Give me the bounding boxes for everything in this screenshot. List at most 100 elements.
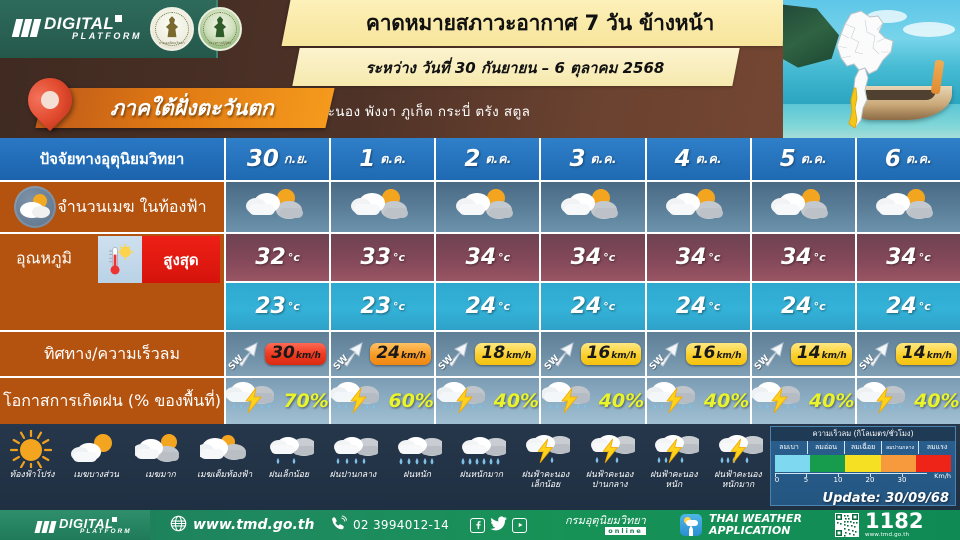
wind-cell: SW 18 km/h <box>436 332 542 378</box>
wind-speed-chip: 18 km/h <box>475 343 537 365</box>
table-header-row: ปัจจัยทางอุตุนิยมวิทยา 30 ก.ย. 1 ต.ค. 2 ต.ค… <box>0 138 960 182</box>
wind-arrow-icon: SW <box>858 337 894 372</box>
wind-scale-unit: Km/h <box>934 472 951 480</box>
sunny-icon <box>7 429 57 469</box>
temp-min-cell: 24 °c <box>646 283 752 332</box>
partly-cloudy-icon <box>451 184 525 231</box>
wind-speed-chip: 14 km/h <box>896 343 957 365</box>
map-pin-icon <box>18 68 82 134</box>
legend-item: เมฆมาก <box>128 426 192 508</box>
wind-cell: SW 24 km/h <box>331 332 437 378</box>
ministry-seal-caption: กระทรวงดิจิทัล <box>208 41 232 45</box>
temp-max-cell: 34 °c <box>541 234 647 283</box>
thunderstorm-icon <box>436 378 491 424</box>
rain-percent: 70% <box>283 390 329 412</box>
wind-arrow-icon: SW <box>648 337 684 372</box>
wind-scale-axis: 0 5 10 20 30 Km/h <box>774 472 951 484</box>
footer-tmd-online-l2: online <box>605 526 646 535</box>
wind-scale-label: ลมแรง <box>926 443 948 451</box>
temp-min-cell: 24 °c <box>751 283 857 332</box>
very-heavy-thunder-icon <box>713 429 763 469</box>
wind-arrow-icon: SW <box>437 337 473 372</box>
partly-cloudy-icon <box>556 184 630 231</box>
thailand-map-icon <box>821 8 901 132</box>
wind-scale-label: ลมเบา <box>771 441 808 454</box>
legend-item: ฝนฟ้าคะนอง หนักมาก <box>706 426 770 508</box>
wind-row: ทิศทาง/ความเร็วลม SW 30 km/h <box>0 332 960 378</box>
wind-scale-label: ลมปานกลาง <box>882 441 919 454</box>
mostly-cloudy-icon <box>135 429 185 469</box>
wind-scale-swatch <box>880 455 916 472</box>
facebook-icon[interactable] <box>470 517 485 533</box>
wind-arrow-icon: SW <box>753 337 789 372</box>
ministry-seal-icon: กระทรวงดิจิทัล <box>198 7 242 51</box>
footer-website[interactable]: www.tmd.go.th <box>170 510 314 540</box>
province-list: ระนอง พังงา ภูเก็ต กระบี่ ตรัง สตูล <box>320 104 531 120</box>
temp-max-cell: 34 °c <box>646 234 752 283</box>
cloud-cell <box>436 182 542 234</box>
hot-thermometer-icon <box>98 236 142 283</box>
temp-min-cell: 24 °c <box>436 283 542 332</box>
rain-percent: 40% <box>493 390 540 412</box>
footer-app[interactable]: THAI WEATHER APPLICATION <box>680 510 802 540</box>
footer-tmd-online[interactable]: กรมอุตุนิยมวิทยา online <box>565 510 646 540</box>
legend-items: ท้องฟ้าโปร่ง เมฆบางส่วน เมฆมาก เมฆเต็มท้… <box>0 426 770 508</box>
wind-scale-label: ลมอ่อน <box>808 441 845 454</box>
hotline-number: 1182 <box>865 509 924 534</box>
wind-row-text: ทิศทาง/ความเร็วลม <box>43 343 181 363</box>
youtube-icon[interactable] <box>512 517 527 533</box>
cloud-row-text: จำนวนเมฆ ในท้องฟ้า <box>57 196 207 216</box>
temp-max-cell: 33 °c <box>331 234 437 283</box>
partly-cloudy-icon <box>241 184 315 231</box>
footer-website-text: www.tmd.go.th <box>193 517 315 533</box>
legend-item: ฝนปานกลาง <box>321 426 385 508</box>
wind-scale-swatch <box>810 455 846 472</box>
logo-square-icon <box>115 15 122 22</box>
legend-item: ฝนหนักมาก <box>449 426 513 508</box>
wind-speed-chip: 24 km/h <box>370 343 432 365</box>
heavy-rain-icon <box>392 429 443 469</box>
legend-item: ฝนฟ้าคะนอง ปานกลาง <box>578 426 642 508</box>
partly-cloudy-icon <box>766 184 840 231</box>
logo-square-icon <box>112 517 117 522</box>
rain-row-label: โอกาสการเกิดฝน (% ของพื้นที่) <box>0 378 226 424</box>
footer-app-l2: APPLICATION <box>709 524 791 537</box>
hero-image <box>783 0 960 138</box>
footer-logo-wordmark: DIGITAL <box>59 516 114 531</box>
temp-min-row: 23 °c 23 °c 24 °c 24 °c 24 °c 24 °c 24 °c <box>0 283 960 332</box>
rain-cell: 60% <box>331 378 437 424</box>
temp-max-cell: 34 °c <box>856 234 960 283</box>
moderate-thunder-icon <box>585 429 635 469</box>
cloud-cell <box>541 182 647 234</box>
wind-scale-swatch <box>775 455 811 472</box>
logo-bars-icon <box>34 521 57 533</box>
twitter-icon[interactable] <box>490 515 507 535</box>
footer-hotline: 1182 www.tmd.go.th <box>835 510 923 540</box>
temp-row-label-spacer <box>0 283 226 332</box>
wind-scale-label: ลมเฉื่อย <box>845 441 882 454</box>
wind-arrow-icon: SW <box>542 337 579 372</box>
thunderstorm-icon <box>646 378 701 424</box>
rain-percent: 40% <box>703 390 750 412</box>
legend-item: เมฆเต็มท้องฟ้า <box>193 426 257 508</box>
wind-speed-chip: 30 km/h <box>265 343 326 365</box>
footer-digital-platform-logo: DIGITAL PLATFORM <box>34 516 156 536</box>
date-range: ระหว่าง วันที่ 30 กันยายน – 6 ตุลาคม 256… <box>365 59 665 77</box>
phone-icon <box>330 515 347 535</box>
rain-row: โอกาสการเกิดฝน (% ของพื้นที่) 70% 60% 40… <box>0 378 960 424</box>
wind-speed-chip: 16 km/h <box>580 343 642 365</box>
footer-phone-text: 02 3994012-14 <box>353 518 450 532</box>
wind-cell: SW 30 km/h <box>226 332 332 378</box>
cloud-cell <box>751 182 857 234</box>
temp-min-cell: 24 °c <box>541 283 647 332</box>
thunderstorm-icon <box>751 378 806 424</box>
moderate-rain-icon <box>328 429 378 469</box>
thunderstorm-icon <box>541 378 596 424</box>
temp-min-cell: 24 °c <box>856 283 960 332</box>
thunderstorm-icon <box>856 378 911 424</box>
wind-scale-labels: ลมเบา ลมอ่อน ลมเฉื่อย ลมปานกลาง ลมแรง <box>771 441 955 454</box>
wind-cell: SW 16 km/h <box>646 332 752 378</box>
temp-min-cell: 23 °c <box>331 283 437 332</box>
footer-phone[interactable]: 02 3994012-14 <box>330 510 449 540</box>
cloud-cell <box>646 182 752 234</box>
